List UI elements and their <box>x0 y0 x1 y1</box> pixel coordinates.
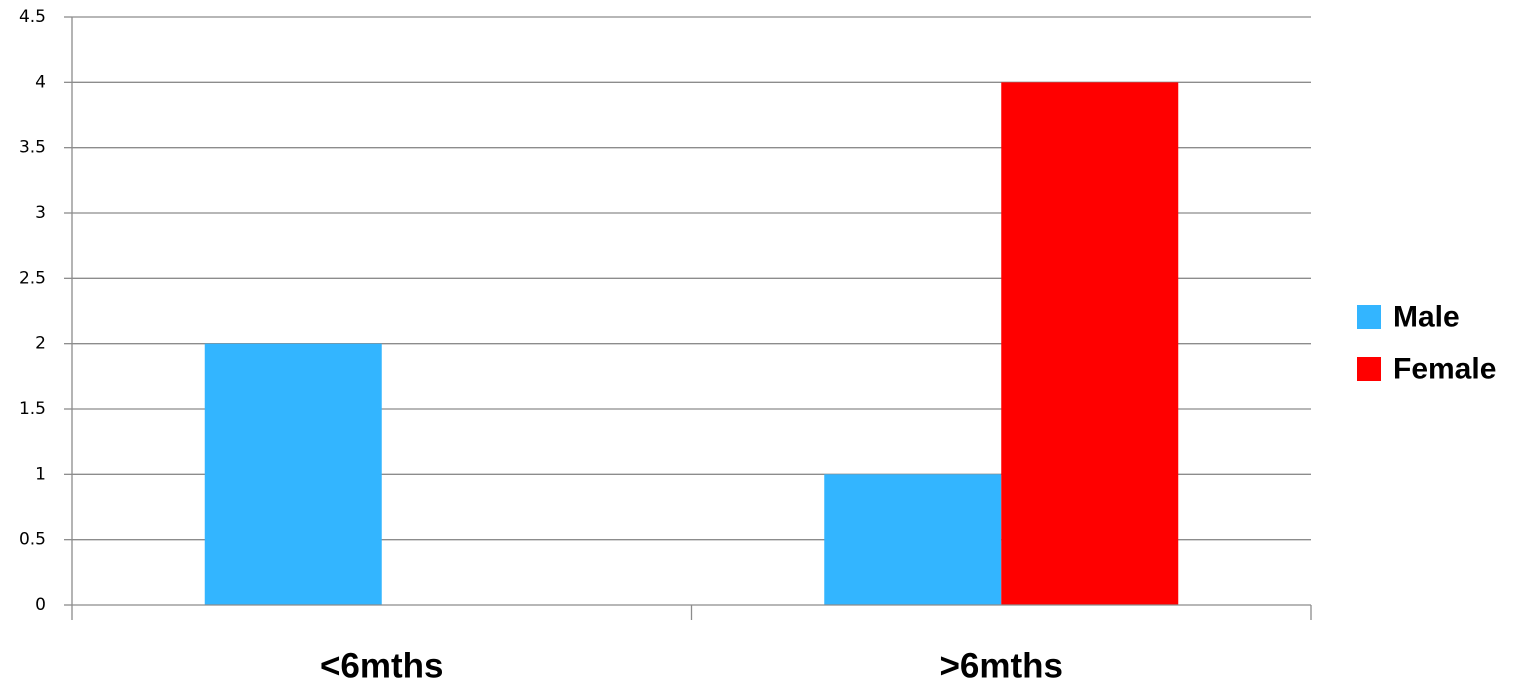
legend-label-male: Male <box>1393 301 1460 334</box>
y-tick-label: 1.5 <box>19 399 46 419</box>
axes <box>64 16 1312 620</box>
legend: Male Female <box>1357 301 1496 386</box>
bar-male-1 <box>204 343 382 605</box>
y-tick-label: 3.5 <box>19 138 46 158</box>
legend-label-female: Female <box>1393 353 1496 386</box>
bar-female-2 <box>1001 82 1179 606</box>
y-tick-label: 4 <box>35 72 46 92</box>
y-tick-label: 0.5 <box>19 530 46 550</box>
y-tick-label: 2 <box>35 334 46 354</box>
legend-swatch-female <box>1357 357 1381 381</box>
bars <box>204 82 1179 606</box>
bar-male-2 <box>824 474 1002 605</box>
y-tick-label: 1 <box>35 464 46 484</box>
y-tick-label: 4.5 <box>19 7 46 27</box>
y-tick-label: 2.5 <box>19 268 46 288</box>
y-tick-label: 3 <box>35 203 46 223</box>
x-tick-label: >6mths <box>939 647 1063 686</box>
y-axis-tick-labels: 0 0.5 1 1.5 2 2.5 3 3.5 4 4.5 <box>19 7 46 615</box>
legend-swatch-male <box>1357 305 1381 329</box>
y-tick-label: 0 <box>35 595 46 615</box>
x-tick-label: <6mths <box>320 647 444 686</box>
x-axis-tick-labels: <6mths >6mths <box>320 647 1063 686</box>
